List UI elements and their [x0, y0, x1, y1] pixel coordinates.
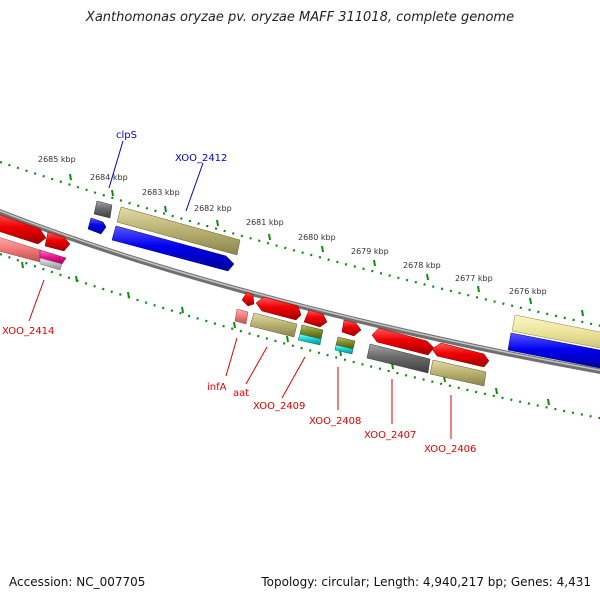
ruler-tick-label: 2680 kbp [298, 233, 336, 242]
ruler-tick-label: 2678 kbp [403, 261, 441, 270]
label-leader-infA [225, 337, 238, 377]
gene-red[interactable] [431, 342, 490, 368]
ruler-tick-label: 2681 kbp [246, 218, 284, 227]
chromosome-backbone-highlight [0, 210, 600, 371]
gene-label-XOO_2408[interactable]: XOO_2408 [309, 416, 361, 427]
gene-aat[interactable] [249, 312, 298, 338]
label-leader-clpS [108, 140, 124, 189]
label-leader-XOO_2409 [281, 356, 306, 399]
gene-pale-yellow[interactable] [511, 314, 600, 350]
gene-red[interactable] [371, 327, 435, 356]
gene-red[interactable] [0, 213, 47, 245]
gene-label-XOO_2406[interactable]: XOO_2406 [424, 444, 476, 455]
gene-label-XOO_2407[interactable]: XOO_2407 [364, 430, 416, 441]
genome-summary-text: Topology: circular; Length: 4,940,217 bp… [261, 575, 591, 589]
gene-label-aat[interactable]: aat [233, 388, 249, 399]
gene-silver[interactable] [39, 257, 63, 271]
gene-XOO_2412[interactable] [116, 206, 241, 256]
gene-red[interactable] [341, 319, 362, 337]
gene-label-clpS[interactable]: clpS [116, 130, 137, 141]
gene-red[interactable] [303, 309, 328, 328]
label-leader-aat [245, 346, 268, 385]
accession-text: Accession: NC_007705 [9, 575, 146, 589]
gene-label-XOO_2414[interactable]: XOO_2414 [2, 326, 54, 337]
gene-clpS[interactable] [93, 200, 113, 219]
inner-ruler [0, 252, 600, 420]
ruler-tick-label: 2684 kbp [90, 173, 128, 182]
gene-infA[interactable] [234, 308, 249, 325]
ruler-tick-label: 2685 kbp [38, 155, 76, 164]
gene-blue[interactable] [111, 225, 235, 272]
outer-ruler [0, 160, 600, 327]
ruler-tick-label: 2682 kbp [194, 204, 232, 213]
ruler-tick-label: 2679 kbp [351, 247, 389, 256]
outer-ruler-ticks [69, 173, 584, 317]
gene-red[interactable] [255, 296, 302, 321]
ruler-tick-label: 2677 kbp [455, 274, 493, 283]
label-leader-XOO_2412 [185, 162, 204, 212]
label-leader-XOO_2414 [28, 279, 45, 322]
map-title: Xanthomonas oryzae pv. oryzae MAFF 31101… [85, 10, 515, 25]
gene-label-infA[interactable]: infA [207, 382, 227, 393]
ruler-tick-label: 2676 kbp [509, 287, 547, 296]
gene-label-XOO_2412[interactable]: XOO_2412 [175, 153, 227, 164]
gene-XOO_2408[interactable] [334, 344, 354, 355]
gene-red[interactable] [44, 231, 71, 252]
gene-label-XOO_2409[interactable]: XOO_2409 [253, 401, 305, 412]
gene-red[interactable] [241, 291, 255, 307]
gene-XOO_2406[interactable] [429, 359, 487, 387]
gene-blue[interactable] [507, 332, 600, 370]
chromosome-backbone [0, 208, 600, 374]
gene-XOO_2409[interactable] [297, 333, 322, 346]
ruler-tick-label: 2683 kbp [142, 188, 180, 197]
gene-blue[interactable] [87, 217, 107, 235]
gene-XOO_2407[interactable] [366, 343, 431, 374]
